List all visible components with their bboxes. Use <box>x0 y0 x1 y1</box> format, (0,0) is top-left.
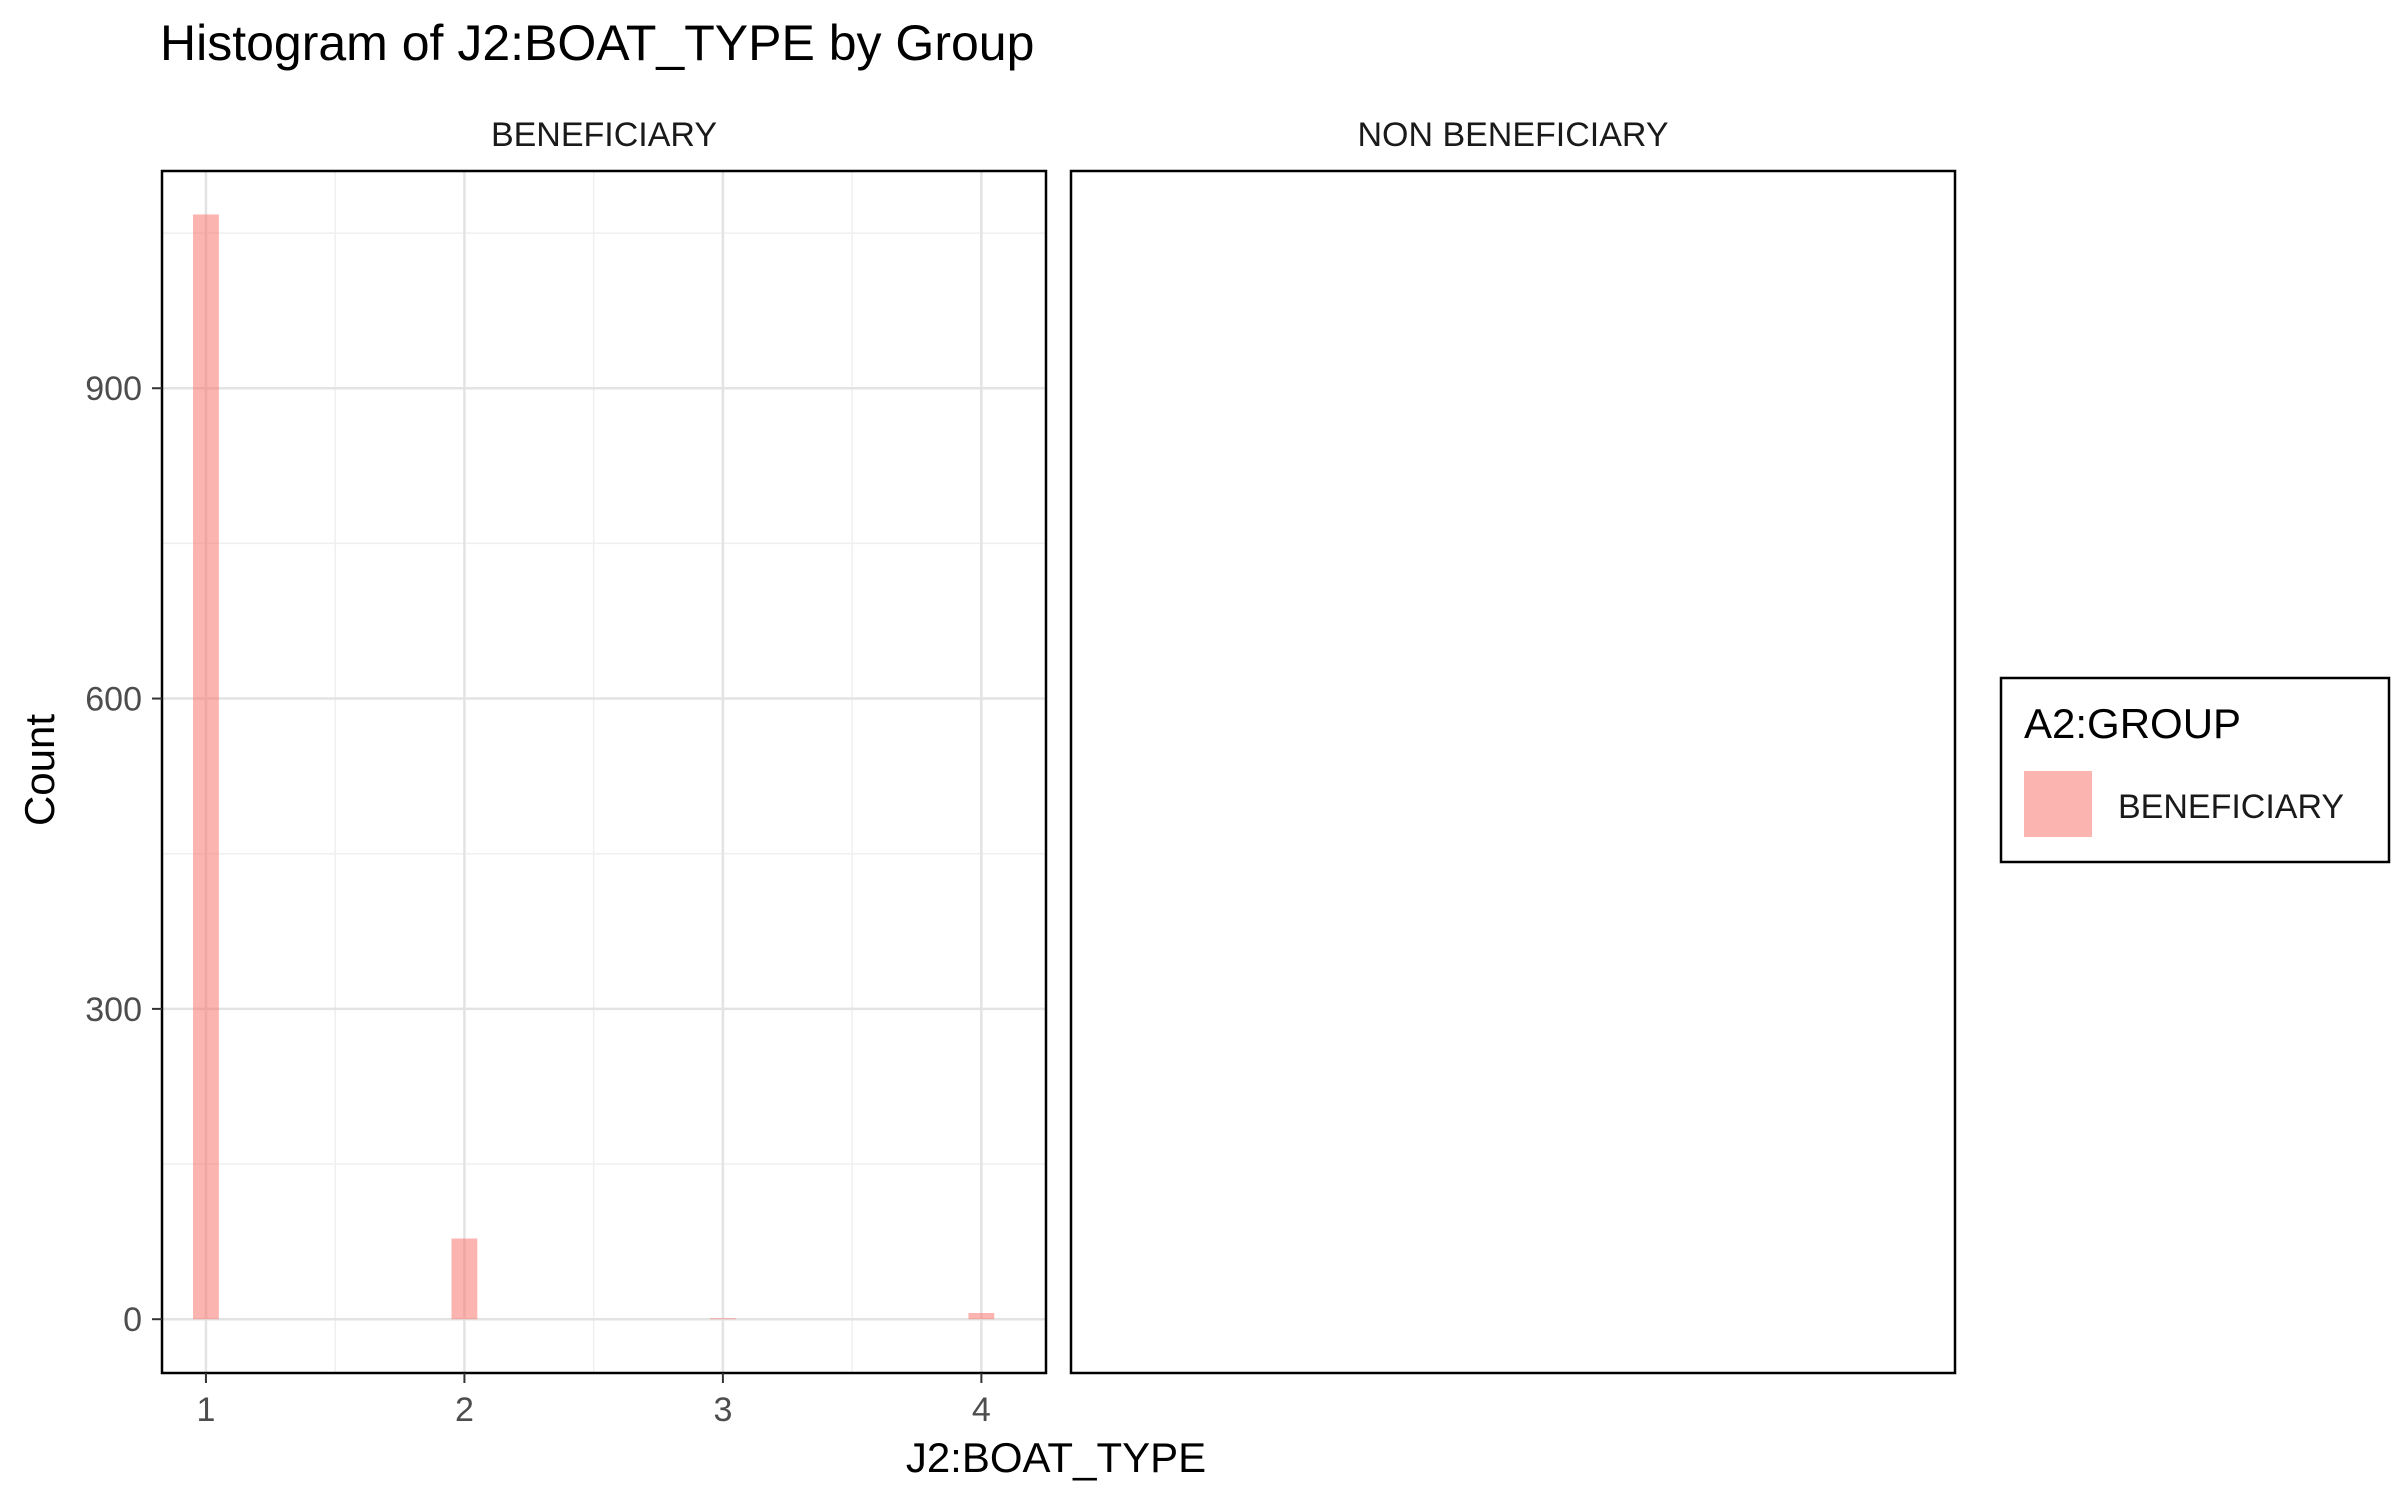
y-tick-label: 900 <box>85 370 142 408</box>
y-axis-title: Count <box>16 714 63 826</box>
panel-bars <box>193 214 995 1320</box>
x-tick-label: 4 <box>972 1391 991 1429</box>
histogram-bar <box>451 1238 478 1320</box>
legend: A2:GROUP BENEFICIARY <box>1999 676 2391 864</box>
panel-beneficiary: BENEFICIARY <box>160 116 1048 1375</box>
y-tick-label: 600 <box>85 681 142 719</box>
panel-non-beneficiary: NON BENEFICIARY <box>1069 116 1957 1375</box>
x-tick-label: 3 <box>713 1391 732 1429</box>
chart-title: Histogram of J2:BOAT_TYPE by Group <box>160 15 1034 71</box>
legend-key-beneficiary <box>2024 771 2092 837</box>
panel-background <box>1071 171 1955 1373</box>
y-axis: 0 300 600 900 <box>85 370 162 1339</box>
panel-border <box>1069 169 1957 1375</box>
x-tick-label: 1 <box>196 1391 215 1429</box>
y-tick-label: 0 <box>123 1301 142 1339</box>
legend-label-beneficiary: BENEFICIARY <box>2118 788 2344 826</box>
legend-title: A2:GROUP <box>2024 700 2241 747</box>
y-tick-label: 300 <box>85 991 142 1029</box>
panel-border <box>160 169 1048 1375</box>
x-tick-label: 2 <box>455 1391 474 1429</box>
histogram-bar <box>709 1318 736 1320</box>
x-axis-title: J2:BOAT_TYPE <box>906 1434 1206 1481</box>
panel-strip-label: NON BENEFICIARY <box>1357 116 1668 154</box>
histogram-bar <box>193 214 219 1320</box>
histogram-bar <box>968 1313 995 1320</box>
panel-background <box>162 171 1046 1373</box>
x-axis: 1 2 3 4 <box>196 1373 991 1429</box>
panel-strip-label: BENEFICIARY <box>491 116 717 154</box>
